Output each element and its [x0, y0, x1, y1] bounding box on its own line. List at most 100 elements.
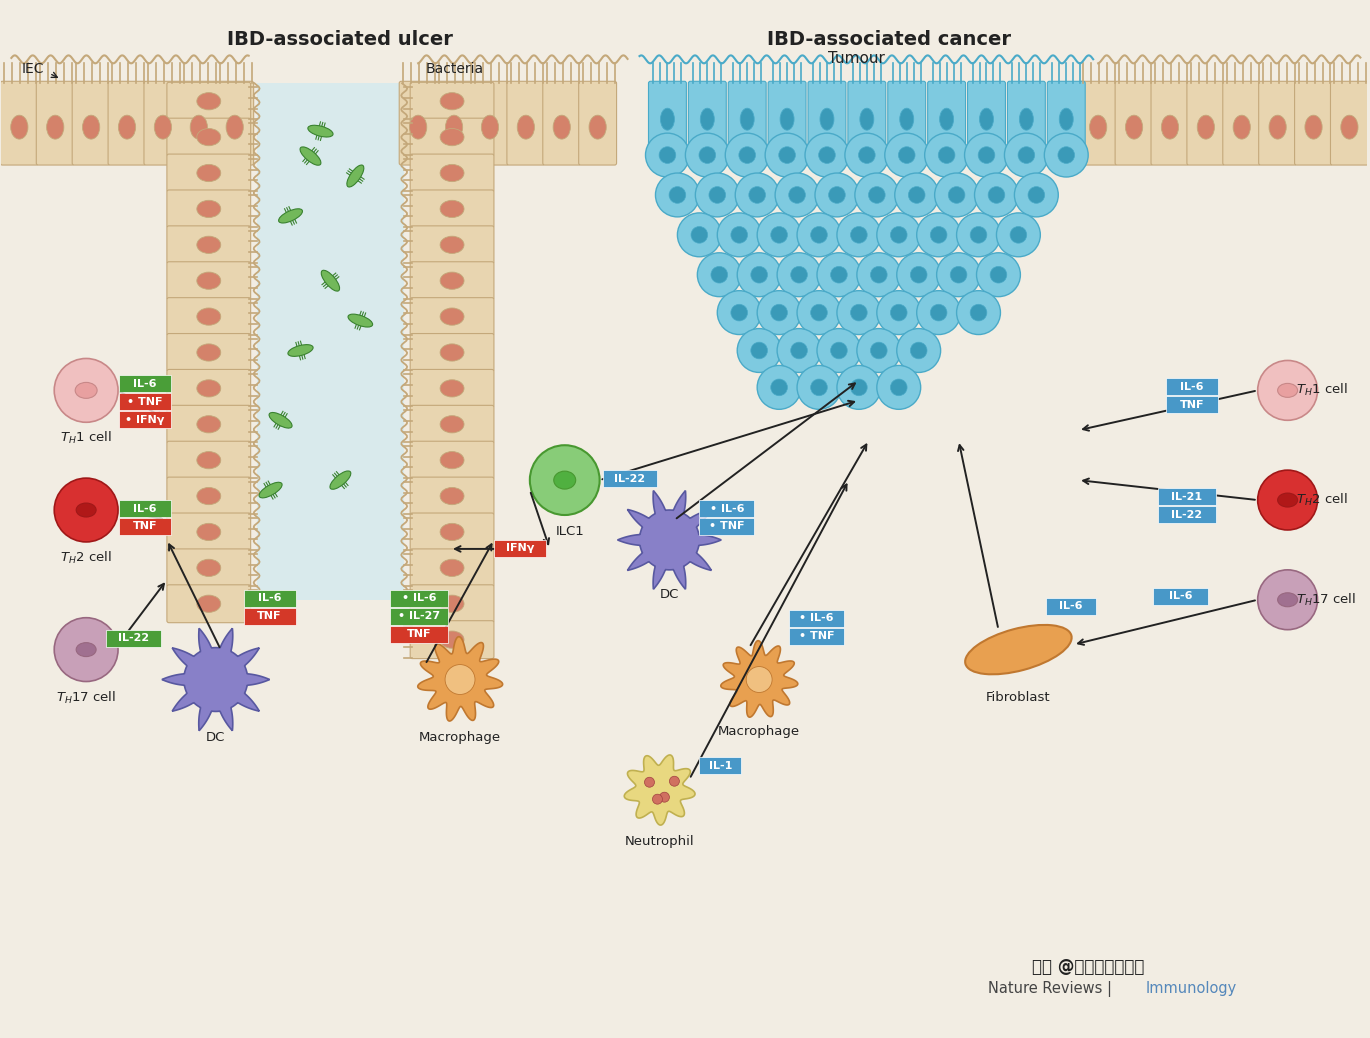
Ellipse shape: [190, 115, 207, 139]
Circle shape: [789, 187, 806, 203]
FancyBboxPatch shape: [1047, 81, 1085, 165]
Text: • IL-6: • IL-6: [799, 613, 834, 623]
FancyBboxPatch shape: [848, 81, 886, 165]
Ellipse shape: [197, 308, 221, 325]
Circle shape: [948, 187, 964, 203]
FancyBboxPatch shape: [927, 81, 966, 165]
Circle shape: [738, 146, 755, 163]
Circle shape: [659, 146, 675, 163]
Circle shape: [837, 291, 881, 334]
Ellipse shape: [77, 503, 96, 517]
Text: IL-6: IL-6: [1180, 382, 1204, 392]
Circle shape: [851, 304, 867, 321]
Circle shape: [199, 662, 233, 698]
FancyBboxPatch shape: [1223, 81, 1260, 165]
Circle shape: [644, 777, 655, 787]
FancyBboxPatch shape: [410, 190, 495, 228]
Ellipse shape: [660, 108, 674, 130]
FancyBboxPatch shape: [507, 81, 545, 165]
Ellipse shape: [197, 452, 221, 469]
FancyBboxPatch shape: [410, 118, 495, 156]
FancyBboxPatch shape: [1259, 81, 1296, 165]
Ellipse shape: [288, 345, 314, 356]
FancyBboxPatch shape: [495, 540, 545, 557]
Circle shape: [797, 213, 841, 256]
Circle shape: [925, 133, 969, 177]
FancyBboxPatch shape: [108, 81, 147, 165]
FancyBboxPatch shape: [1007, 81, 1045, 165]
Ellipse shape: [1278, 383, 1297, 398]
Circle shape: [991, 267, 1007, 283]
Circle shape: [655, 173, 699, 217]
Circle shape: [737, 329, 781, 373]
Ellipse shape: [440, 415, 464, 433]
Text: • IL-6: • IL-6: [710, 503, 744, 514]
Text: • TNF: • TNF: [127, 397, 163, 407]
Ellipse shape: [197, 129, 221, 145]
Ellipse shape: [77, 643, 96, 657]
Ellipse shape: [259, 483, 282, 498]
Ellipse shape: [1125, 115, 1143, 139]
Text: Immunology: Immunology: [1147, 981, 1237, 996]
Circle shape: [708, 187, 726, 203]
FancyBboxPatch shape: [215, 81, 253, 165]
Polygon shape: [162, 628, 270, 731]
Circle shape: [938, 146, 955, 163]
Circle shape: [877, 365, 921, 409]
FancyBboxPatch shape: [399, 81, 437, 165]
Ellipse shape: [440, 631, 464, 649]
Circle shape: [690, 226, 708, 243]
Circle shape: [1258, 470, 1318, 530]
Circle shape: [951, 267, 967, 283]
Circle shape: [978, 146, 995, 163]
Ellipse shape: [440, 237, 464, 253]
Circle shape: [751, 343, 767, 359]
Circle shape: [988, 187, 1004, 203]
FancyBboxPatch shape: [167, 584, 251, 623]
Ellipse shape: [1233, 115, 1251, 139]
Ellipse shape: [197, 380, 221, 397]
Circle shape: [699, 146, 715, 163]
Circle shape: [1058, 146, 1074, 163]
Text: IL-22: IL-22: [1171, 510, 1203, 519]
Circle shape: [718, 291, 762, 334]
Circle shape: [730, 226, 748, 243]
Circle shape: [1010, 226, 1026, 243]
FancyBboxPatch shape: [119, 518, 171, 535]
Ellipse shape: [1019, 108, 1033, 130]
Circle shape: [55, 618, 118, 682]
Text: DC: DC: [660, 589, 680, 601]
Circle shape: [711, 267, 727, 283]
FancyBboxPatch shape: [167, 82, 251, 120]
Ellipse shape: [1278, 593, 1297, 607]
Circle shape: [964, 133, 1008, 177]
Ellipse shape: [553, 115, 570, 139]
Text: $T_H$1 cell: $T_H$1 cell: [60, 430, 112, 446]
FancyBboxPatch shape: [543, 81, 581, 165]
Circle shape: [771, 304, 788, 321]
FancyBboxPatch shape: [144, 81, 182, 165]
Circle shape: [917, 291, 960, 334]
Circle shape: [855, 173, 899, 217]
Text: Macrophage: Macrophage: [419, 731, 501, 744]
FancyBboxPatch shape: [1047, 598, 1096, 614]
Circle shape: [851, 379, 867, 395]
FancyBboxPatch shape: [789, 628, 844, 645]
Ellipse shape: [440, 523, 464, 541]
Circle shape: [970, 226, 986, 243]
Text: ILC1: ILC1: [555, 525, 584, 539]
Ellipse shape: [440, 200, 464, 218]
Text: IBD-associated cancer: IBD-associated cancer: [767, 30, 1011, 49]
FancyBboxPatch shape: [167, 154, 251, 192]
Ellipse shape: [197, 200, 221, 218]
Circle shape: [930, 304, 947, 321]
Ellipse shape: [440, 164, 464, 182]
FancyBboxPatch shape: [410, 82, 495, 120]
Circle shape: [869, 187, 885, 203]
Circle shape: [55, 479, 118, 542]
Circle shape: [885, 133, 929, 177]
FancyBboxPatch shape: [167, 477, 251, 515]
Ellipse shape: [1197, 115, 1214, 139]
FancyBboxPatch shape: [119, 411, 171, 429]
Text: IFNγ: IFNγ: [506, 544, 534, 553]
